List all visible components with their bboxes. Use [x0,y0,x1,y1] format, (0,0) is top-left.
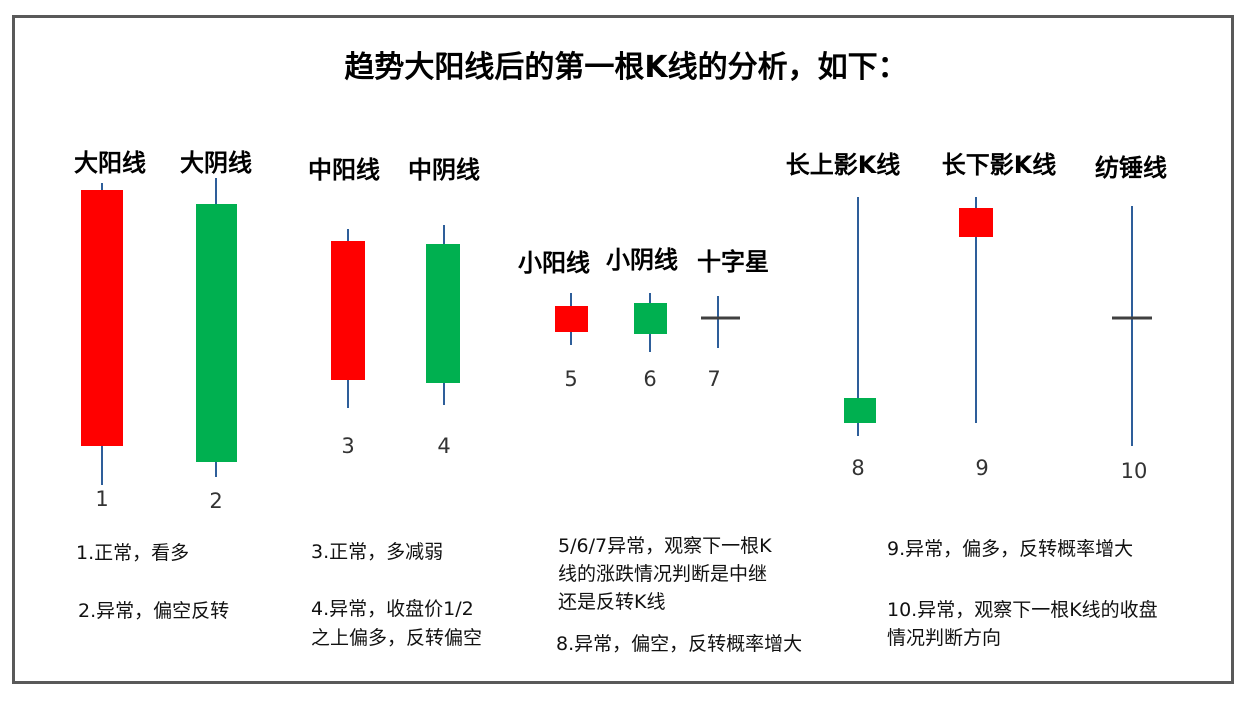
note-4-line-2: 之上偏多，反转偏空 [311,627,483,649]
label-small-yang: 小阳线 [518,249,590,277]
candle-number-8: 8 [851,456,865,480]
label-mid-yang: 中阳线 [308,156,380,184]
label-long-upper-shadow: 长上影K线 [785,151,901,179]
candle-number-9: 9 [975,456,989,480]
label-mid-yin: 中阴线 [408,156,480,184]
diagram-frame [12,15,1234,684]
candle-5-small-yang [555,293,588,345]
label-doji: 十字星 [697,248,769,276]
note-3: 3.正常，多减弱 [311,541,444,563]
note-2: 2.异常，偏空反转 [78,600,230,622]
candle-number-6: 6 [643,367,657,391]
note-567-line-1: 5/6/7异常，观察下一根K [558,535,772,557]
note-1: 1.正常，看多 [76,542,190,564]
candle-10-spinning-top [1112,206,1152,446]
candle-2-big-yin [196,178,237,477]
candle-8-long-upper-shadow [844,197,876,436]
candle-number-10: 10 [1120,459,1148,483]
candle-7-doji [701,296,740,348]
note-567-line-2: 线的涨跌情况判断是中继 [558,563,768,585]
diagram-title: 趋势大阳线后的第一根K线的分析，如下： [344,50,908,85]
label-big-yang: 大阳线 [74,149,146,177]
label-long-lower-shadow: 长下影K线 [941,151,1057,179]
label-spinning-top: 纺锤线 [1095,154,1167,182]
note-8: 8.异常，偏空，反转概率增大 [556,633,803,655]
candle-number-5: 5 [564,367,578,391]
candle-number-1: 1 [95,487,109,511]
label-big-yin: 大阴线 [180,149,252,177]
note-567-line-3: 还是反转K线 [558,591,666,613]
note-10-line-2: 情况判断方向 [887,627,1002,649]
note-9: 9.异常，偏多，反转概率增大 [887,538,1134,560]
note-10-line-1: 10.异常，观察下一根K线的收盘 [887,599,1158,621]
candle-3-mid-yang [331,229,365,408]
candle-number-2: 2 [209,489,223,513]
label-small-yin: 小阴线 [606,246,678,274]
candle-6-small-yin [634,293,667,352]
candle-4-mid-yin [426,225,460,405]
candle-number-7: 7 [707,367,721,391]
candle-1-big-yang [81,183,123,485]
candle-number-3: 3 [341,434,355,458]
candle-number-4: 4 [437,434,451,458]
candle-9-long-lower-shadow [959,197,993,423]
note-4-line-1: 4.异常，收盘价1/2 [311,598,474,620]
